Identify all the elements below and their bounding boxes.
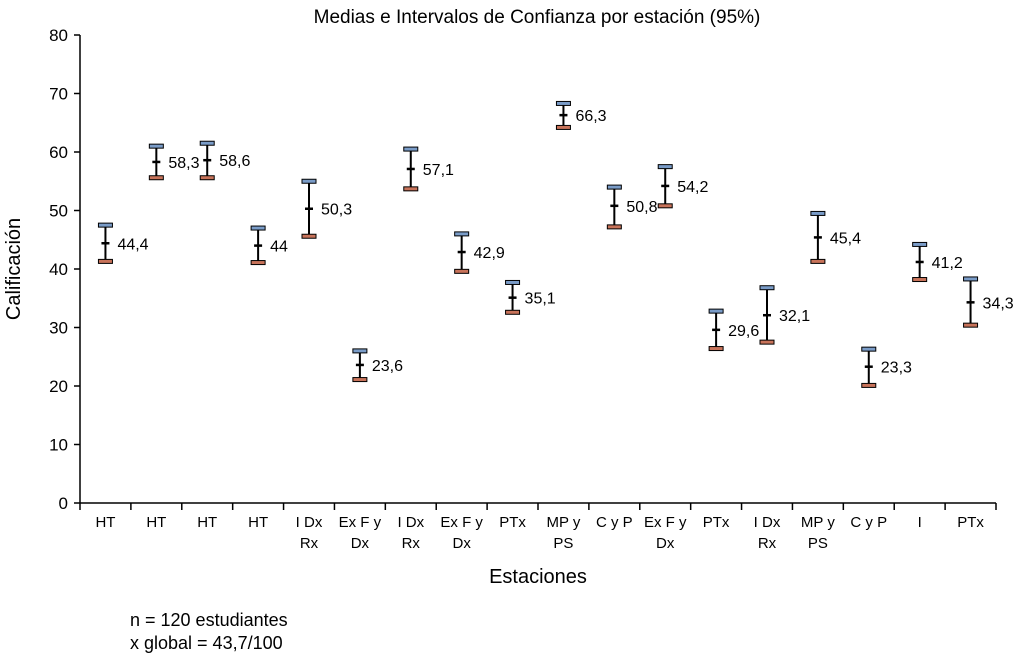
y-tick-label: 0 xyxy=(59,494,68,513)
lower-cap xyxy=(97,258,113,264)
lower-cap xyxy=(505,309,521,315)
x-tick-label: MP y xyxy=(546,514,580,531)
x-tick-label: Rx xyxy=(300,535,319,552)
x-tick-label: C y P xyxy=(596,514,633,531)
y-tick-label: 10 xyxy=(49,436,68,455)
lower-cap xyxy=(454,268,470,274)
x-tick-label: I xyxy=(918,514,922,531)
mean-label: 23,3 xyxy=(881,360,912,377)
mean-label: 34,3 xyxy=(983,295,1014,312)
upper-cap xyxy=(301,178,317,184)
lower-cap xyxy=(606,224,622,230)
upper-cap xyxy=(657,164,673,170)
mean-label: 35,1 xyxy=(525,291,556,308)
upper-cap xyxy=(352,348,368,354)
y-tick-label: 40 xyxy=(49,260,68,279)
upper-cap xyxy=(148,143,164,149)
mean-label: 41,2 xyxy=(932,255,963,272)
x-tick-label: Dx xyxy=(351,535,370,552)
lower-cap xyxy=(352,377,368,383)
lower-cap xyxy=(759,339,775,345)
upper-cap xyxy=(555,100,571,106)
x-tick-label: Ex F y xyxy=(339,514,382,531)
lower-cap xyxy=(555,124,571,130)
upper-cap xyxy=(454,231,470,237)
mean-label: 44,4 xyxy=(117,236,148,253)
upper-cap xyxy=(912,241,928,247)
y-tick-label: 80 xyxy=(49,26,68,45)
x-tick-label: HT xyxy=(197,514,217,531)
sample-size-note: n = 120 estudiantes xyxy=(130,610,288,630)
x-tick-label: PTx xyxy=(957,514,984,531)
x-tick-label: Dx xyxy=(656,535,675,552)
y-tick-label: 60 xyxy=(49,143,68,162)
upper-cap xyxy=(861,346,877,352)
upper-cap xyxy=(403,146,419,152)
y-tick-label: 30 xyxy=(49,319,68,338)
x-tick-label: PS xyxy=(808,535,828,552)
lower-cap xyxy=(301,233,317,239)
mean-label: 23,6 xyxy=(372,358,403,375)
upper-cap xyxy=(963,276,979,282)
mean-label: 42,9 xyxy=(474,245,505,262)
axes: 0 10 20 30 40 50 60 70 80 HT HT HT HT I Dx Rx Ex F y Dx I… xyxy=(49,26,997,552)
confidence-interval-chart: Medias e Intervalos de Confianza por est… xyxy=(3,7,1014,588)
x-tick-label: Ex F y xyxy=(440,514,483,531)
x-tick-label: Ex F y xyxy=(644,514,687,531)
x-tick-label: Rx xyxy=(402,535,421,552)
mean-label: 32,1 xyxy=(779,308,810,325)
x-tick-label: PS xyxy=(553,535,573,552)
error-bars: 44,4 58,3 58,6 44 50,3 23,6 57,1 42,9 35,1 66,3 50… xyxy=(97,100,1014,388)
upper-cap xyxy=(606,184,622,190)
x-tick-label: HT xyxy=(95,514,115,531)
upper-cap xyxy=(199,140,215,146)
lower-cap xyxy=(708,346,724,352)
lower-cap xyxy=(403,186,419,192)
x-tick-label: HT xyxy=(248,514,268,531)
lower-cap xyxy=(657,203,673,209)
x-tick-label: MP y xyxy=(801,514,835,531)
lower-cap xyxy=(810,258,826,264)
y-axis-label: Calificación xyxy=(3,218,25,320)
mean-label: 50,8 xyxy=(626,199,657,216)
mean-label: 29,6 xyxy=(728,323,759,340)
x-tick-label: I Dx xyxy=(397,514,424,531)
y-tick-label: 20 xyxy=(49,377,68,396)
global-mean-note: x global = 43,7/100 xyxy=(130,633,283,653)
x-tick-label: C y P xyxy=(850,514,887,531)
mean-label: 45,4 xyxy=(830,230,861,247)
mean-label: 44 xyxy=(270,239,288,256)
mean-label: 58,3 xyxy=(168,155,199,172)
y-tick-label: 70 xyxy=(49,85,68,104)
upper-cap xyxy=(250,225,266,231)
x-tick-label: HT xyxy=(146,514,166,531)
x-tick-label: Rx xyxy=(758,535,777,552)
x-tick-label: Dx xyxy=(452,535,471,552)
lower-cap xyxy=(199,175,215,181)
upper-cap xyxy=(708,308,724,314)
lower-cap xyxy=(912,277,928,283)
x-tick-label: PTx xyxy=(499,514,526,531)
upper-cap xyxy=(759,285,775,291)
mean-label: 50,3 xyxy=(321,202,352,219)
x-tick-label: I Dx xyxy=(754,514,781,531)
y-tick-label: 50 xyxy=(49,202,68,221)
upper-cap xyxy=(810,210,826,216)
x-axis-label: Estaciones xyxy=(489,566,587,588)
lower-cap xyxy=(250,260,266,266)
mean-label: 57,1 xyxy=(423,162,454,179)
lower-cap xyxy=(861,382,877,388)
upper-cap xyxy=(505,279,521,285)
mean-label: 54,2 xyxy=(677,179,708,196)
chart-title: Medias e Intervalos de Confianza por est… xyxy=(314,7,761,28)
upper-cap xyxy=(97,222,113,228)
lower-cap xyxy=(963,322,979,328)
mean-label: 66,3 xyxy=(575,108,606,125)
x-tick-label: I Dx xyxy=(296,514,323,531)
mean-label: 58,6 xyxy=(219,153,250,170)
x-tick-label: PTx xyxy=(703,514,730,531)
lower-cap xyxy=(148,175,164,181)
